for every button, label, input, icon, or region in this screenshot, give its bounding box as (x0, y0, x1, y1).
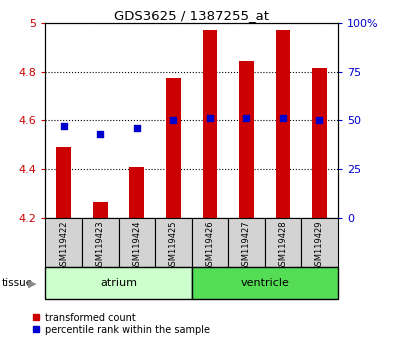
Bar (45, 218, 82, 267)
Point (60, 123, 67, 129)
Point (280, 115, 286, 121)
Text: GSM119426: GSM119426 (205, 220, 214, 271)
Text: tissue: tissue (2, 278, 33, 288)
Text: GSM119425: GSM119425 (169, 220, 178, 271)
Text: ventricle: ventricle (240, 278, 289, 288)
Text: atrium: atrium (100, 278, 137, 288)
Text: GSM119427: GSM119427 (242, 220, 251, 271)
Text: GSM119423: GSM119423 (96, 220, 105, 271)
Bar (93, 202, 107, 218)
Bar (312, 68, 327, 218)
Bar (155, 218, 192, 267)
Bar (239, 61, 254, 218)
Bar (166, 78, 181, 218)
Text: ▶: ▶ (28, 278, 37, 288)
Point (134, 125, 140, 131)
Bar (192, 218, 228, 267)
Bar (45, 267, 192, 299)
Point (170, 118, 177, 123)
Bar (56, 147, 71, 218)
Bar (118, 218, 155, 267)
Bar (203, 30, 217, 218)
Bar (130, 167, 144, 218)
Text: GSM119429: GSM119429 (315, 220, 324, 271)
Text: GSM119428: GSM119428 (278, 220, 288, 271)
Text: GSM119424: GSM119424 (132, 220, 141, 271)
Point (207, 115, 213, 121)
Title: GDS3625 / 1387255_at: GDS3625 / 1387255_at (114, 9, 269, 22)
Point (243, 115, 250, 121)
Bar (265, 218, 301, 267)
Point (316, 118, 323, 123)
Bar (276, 30, 290, 218)
Point (97, 131, 103, 137)
Bar (228, 218, 265, 267)
Bar (192, 267, 338, 299)
Bar (301, 218, 338, 267)
Text: GSM119422: GSM119422 (59, 220, 68, 271)
Bar (82, 218, 118, 267)
Legend: transformed count, percentile rank within the sample: transformed count, percentile rank withi… (32, 313, 210, 335)
